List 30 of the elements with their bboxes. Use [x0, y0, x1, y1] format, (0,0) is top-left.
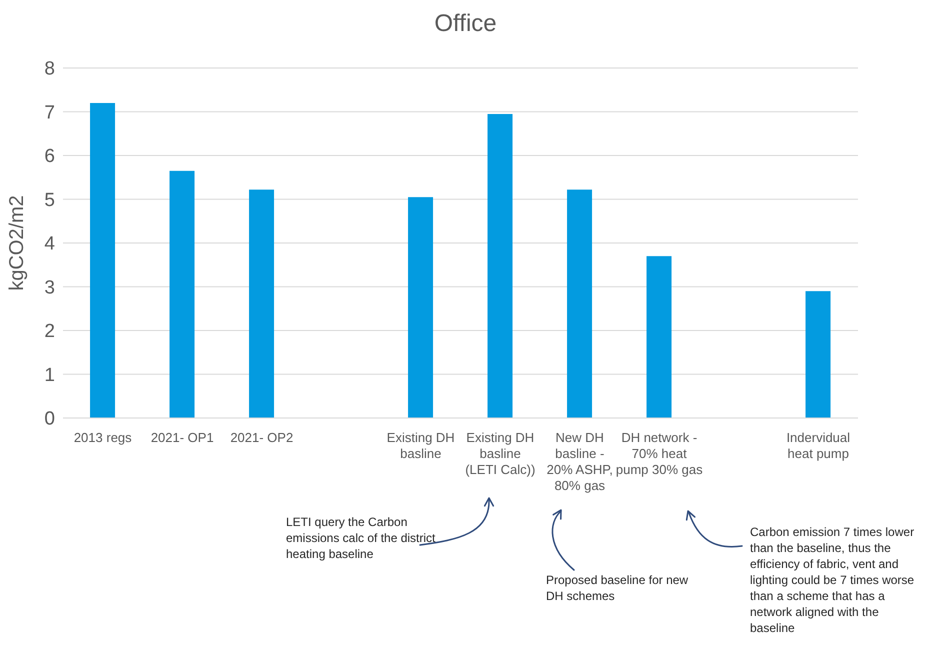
- bar: [806, 291, 831, 418]
- y-tick-label: 5: [44, 190, 55, 211]
- x-tick-label: Existing DH basline (LETI Calc)): [465, 430, 536, 477]
- bar: [646, 256, 672, 418]
- y-axis-title: kgCO2/m2: [6, 195, 28, 291]
- chart-title: Office: [433, 10, 498, 38]
- bar: [170, 170, 195, 418]
- y-tick-label: 7: [44, 102, 55, 124]
- x-tick-label: 2021- OP1: [150, 430, 214, 445]
- y-tick-label: 6: [44, 146, 55, 168]
- text: Proposed baseline for new DH schemes: [546, 572, 690, 604]
- text: LETI query the Carbon emissions calc of the district heating baseline: [286, 514, 436, 562]
- y-tick-label: 2: [44, 321, 55, 342]
- x-tick-label: New DH basline - 20% ASHP, 80% gas: [546, 430, 613, 493]
- x-tick-label: Existing DH basline: [386, 430, 455, 461]
- x-tick-label: 2013 regs: [74, 430, 132, 445]
- x-tick-label: DH network - 70% heat pump 30% gas: [616, 430, 704, 477]
- bar: [249, 190, 274, 418]
- y-tick-label: 8: [44, 58, 55, 80]
- y-tick-label: 3: [44, 277, 55, 298]
- bar: [90, 103, 116, 418]
- x-tick-label: 2021- OP2: [230, 430, 294, 445]
- bar: [408, 197, 434, 418]
- y-tick-label: 0: [44, 408, 55, 430]
- y-tick-label: 1: [44, 364, 55, 386]
- text: Carbon emission 7 times lower than the baseline, thus the efficiency of fabric, vent and lighting could be 7 times worse than a scheme that has a network aligned with the baseline: [750, 524, 916, 636]
- y-tick-label: 4: [44, 234, 56, 255]
- bar: [488, 114, 513, 418]
- x-tick-label: Indervidual heat pump: [786, 430, 850, 461]
- bar: [567, 190, 592, 418]
